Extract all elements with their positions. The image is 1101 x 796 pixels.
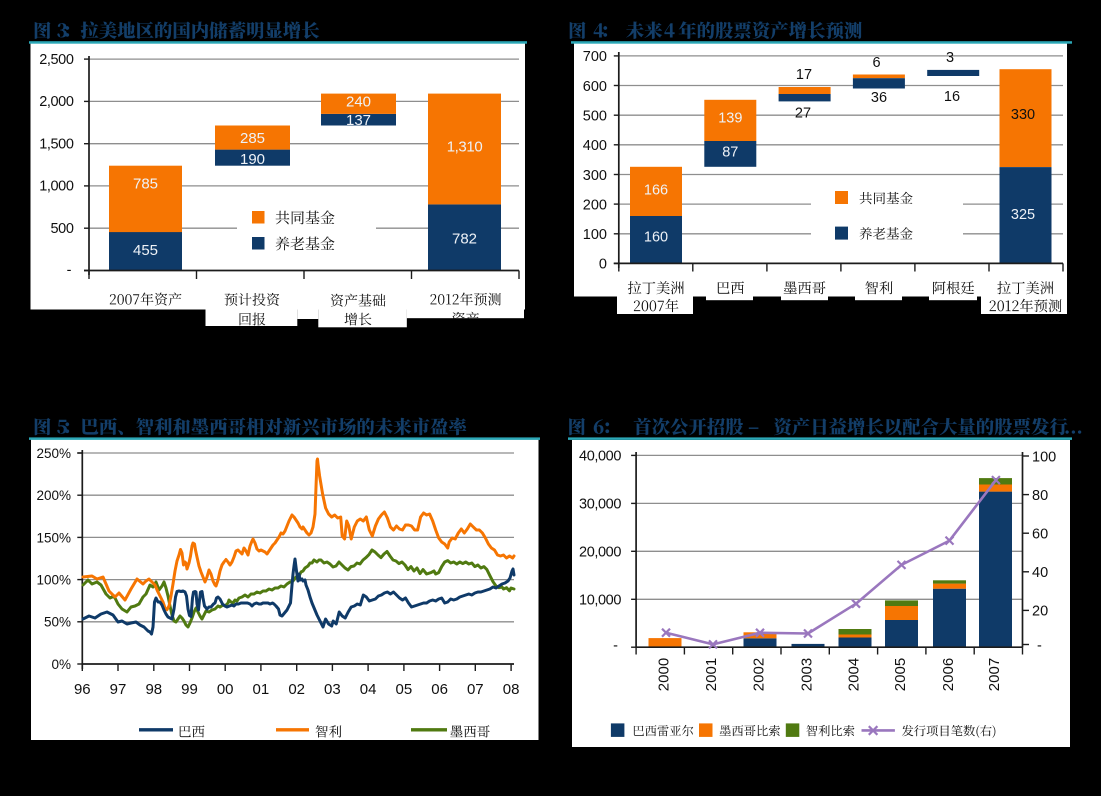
svg-text:80: 80 (1032, 488, 1048, 504)
svg-text:00: 00 (217, 681, 234, 698)
svg-text:785: 785 (133, 176, 158, 193)
svg-text:2,500: 2,500 (39, 52, 74, 68)
svg-text:0%: 0% (51, 657, 71, 672)
svg-text:285: 285 (240, 130, 265, 147)
svg-text:240: 240 (346, 94, 371, 111)
svg-text:137: 137 (346, 112, 371, 129)
svg-text:04: 04 (360, 681, 377, 698)
svg-text:200%: 200% (36, 488, 71, 503)
svg-text:96: 96 (74, 681, 91, 698)
svg-text:27: 27 (795, 105, 811, 121)
svg-text:16: 16 (944, 89, 960, 105)
svg-text:06: 06 (431, 681, 448, 698)
svg-text:-: - (1037, 638, 1042, 654)
svg-text:2000: 2000 (656, 658, 673, 691)
svg-text:700: 700 (583, 49, 607, 65)
svg-text:330: 330 (1011, 107, 1035, 123)
svg-text:782: 782 (452, 231, 477, 248)
svg-text:03: 03 (324, 681, 341, 698)
svg-text:30,000: 30,000 (579, 497, 621, 513)
svg-text:0: 0 (599, 257, 607, 273)
svg-text:20,000: 20,000 (579, 545, 621, 561)
svg-text:05: 05 (396, 681, 413, 698)
svg-text:6: 6 (872, 55, 880, 71)
svg-text:40: 40 (1032, 565, 1048, 581)
svg-text:400: 400 (583, 138, 607, 154)
svg-text:139: 139 (718, 110, 742, 126)
svg-text:325: 325 (1011, 207, 1035, 223)
svg-text:98: 98 (145, 681, 162, 698)
svg-text:500: 500 (583, 109, 607, 125)
svg-text:01: 01 (253, 681, 270, 698)
svg-text:2003: 2003 (799, 658, 816, 691)
svg-text:99: 99 (181, 681, 198, 698)
svg-text:02: 02 (288, 681, 305, 698)
svg-text:200: 200 (583, 197, 607, 213)
svg-text:3: 3 (946, 50, 954, 66)
svg-text:2001: 2001 (703, 658, 720, 691)
svg-text:-: - (613, 638, 618, 654)
svg-text:1,000: 1,000 (39, 179, 74, 195)
svg-text:300: 300 (583, 168, 607, 184)
svg-text:2006: 2006 (940, 658, 957, 691)
svg-text:166: 166 (644, 182, 668, 198)
svg-text:160: 160 (644, 229, 668, 245)
svg-text:500: 500 (51, 221, 74, 237)
svg-text:2002: 2002 (751, 658, 768, 691)
svg-text:1,500: 1,500 (39, 136, 74, 152)
svg-text:1,310: 1,310 (447, 139, 483, 156)
svg-text:60: 60 (1032, 527, 1048, 543)
svg-text:10,000: 10,000 (579, 593, 621, 609)
svg-text:50%: 50% (44, 615, 71, 630)
svg-text:97: 97 (110, 681, 127, 698)
svg-text:20: 20 (1032, 604, 1048, 620)
svg-text:190: 190 (240, 151, 265, 168)
svg-text:2,000: 2,000 (39, 94, 74, 110)
svg-text:2005: 2005 (892, 658, 909, 691)
svg-text:17: 17 (796, 67, 812, 83)
svg-text:36: 36 (871, 90, 887, 106)
svg-text:87: 87 (722, 144, 738, 160)
svg-text:150%: 150% (36, 530, 71, 545)
svg-text:600: 600 (583, 79, 607, 95)
svg-text:40,000: 40,000 (579, 449, 621, 465)
svg-text:2004: 2004 (846, 658, 863, 691)
svg-text:2007: 2007 (986, 658, 1003, 691)
svg-text:-: - (67, 262, 72, 278)
svg-text:07: 07 (467, 681, 484, 698)
svg-text:455: 455 (133, 242, 158, 259)
svg-text:250%: 250% (36, 446, 71, 461)
svg-text:100%: 100% (36, 573, 71, 588)
svg-text:08: 08 (503, 681, 520, 698)
svg-text:100: 100 (583, 227, 607, 243)
svg-text:100: 100 (1032, 449, 1056, 465)
